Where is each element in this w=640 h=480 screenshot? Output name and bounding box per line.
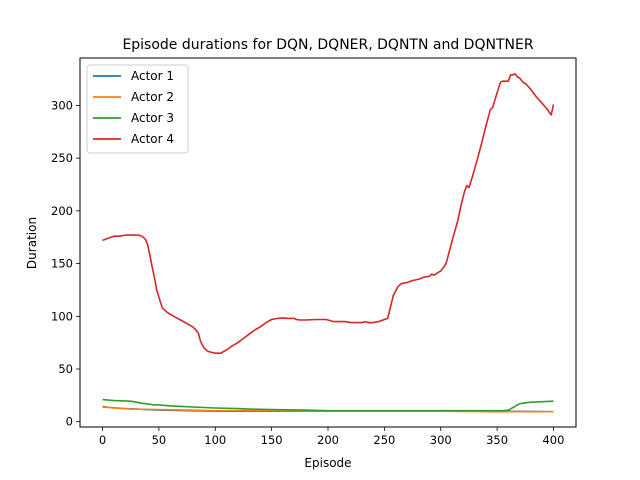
x-tick-label: 300 bbox=[430, 433, 452, 447]
legend-box bbox=[86, 64, 189, 154]
x-tick-label: 200 bbox=[317, 433, 339, 447]
legend: Actor 1 Actor 2 Actor 3 Actor 4 bbox=[86, 64, 189, 154]
legend-label: Actor 2 bbox=[131, 90, 174, 104]
x-tick-label: 0 bbox=[99, 433, 106, 447]
legend-label: Actor 3 bbox=[131, 111, 174, 125]
y-tick-label: 150 bbox=[51, 257, 73, 271]
series-layer bbox=[102, 73, 555, 413]
x-tick-label: 250 bbox=[373, 433, 395, 447]
series-line-actor-3 bbox=[102, 398, 554, 412]
x-axis: 0 50 100 150 200 250 300 350 400 bbox=[99, 427, 564, 447]
x-tick-label: 50 bbox=[152, 433, 167, 447]
y-tick-label: 0 bbox=[66, 415, 73, 429]
y-tick-label: 100 bbox=[51, 309, 73, 323]
y-axis: 0 50 100 150 200 250 300 bbox=[51, 98, 80, 429]
y-axis-label: Duration bbox=[25, 217, 39, 269]
x-tick-label: 400 bbox=[542, 433, 564, 447]
y-tick-label: 250 bbox=[51, 151, 73, 165]
x-tick-label: 350 bbox=[486, 433, 508, 447]
legend-label: Actor 4 bbox=[131, 132, 174, 146]
series-line-actor-4 bbox=[102, 73, 555, 355]
y-tick-label: 300 bbox=[51, 98, 73, 112]
y-tick-label: 200 bbox=[51, 204, 73, 218]
plot-area bbox=[79, 57, 577, 428]
y-tick-label: 50 bbox=[58, 362, 73, 376]
x-axis-label: Episode bbox=[304, 456, 351, 470]
legend-label: Actor 1 bbox=[131, 69, 174, 83]
x-tick-label: 150 bbox=[261, 433, 283, 447]
x-tick-label: 100 bbox=[204, 433, 226, 447]
chart-title: Episode durations for DQN, DQNER, DQNTN … bbox=[122, 37, 533, 53]
